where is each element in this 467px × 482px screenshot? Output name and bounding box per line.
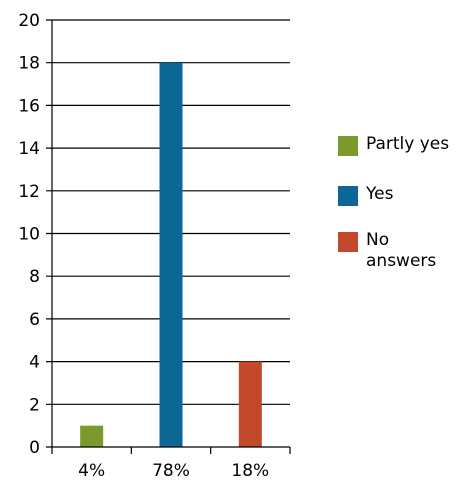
bar-yes [159, 62, 183, 447]
bar-no-answers [238, 361, 262, 447]
legend-label-no-answers: No answers [366, 230, 437, 271]
legend-item-partly-yes: Partly yes [338, 134, 449, 156]
y-tick-label: 18 [18, 54, 40, 74]
legend-label-partly-yes: Partly yes [366, 134, 450, 154]
bars [80, 62, 262, 447]
legend-swatch-yes [338, 186, 358, 206]
y-tick-label: 0 [29, 438, 40, 458]
x-tick-label: 18% [231, 461, 269, 481]
x-tick-label: 78% [152, 461, 190, 481]
legend-swatch-no-answers [338, 232, 358, 252]
y-tick-label: 2 [29, 395, 40, 415]
legend-label-yes: Yes [366, 184, 394, 204]
legend-item-yes: Yes [338, 184, 393, 206]
y-tick-label: 12 [18, 182, 40, 202]
y-tick-label: 10 [18, 225, 40, 245]
x-tick-label: 4% [78, 461, 105, 481]
y-tick-label: 4 [29, 353, 40, 373]
legend-swatch-partly-yes [338, 136, 358, 156]
y-tick-label: 8 [29, 267, 40, 287]
legend-item-no-answers: No answers [338, 230, 436, 272]
y-tick-label: 14 [18, 139, 40, 159]
y-tick-label: 16 [18, 96, 40, 116]
y-tick-label: 6 [29, 310, 40, 330]
bar-partly-yes [80, 425, 104, 447]
y-tick-label: 20 [18, 11, 40, 31]
x-tick-labels: 4% 78% 18% [78, 461, 269, 481]
axes [46, 20, 291, 454]
y-tick-labels: 0 2 4 6 8 10 12 14 16 18 20 [18, 11, 40, 458]
